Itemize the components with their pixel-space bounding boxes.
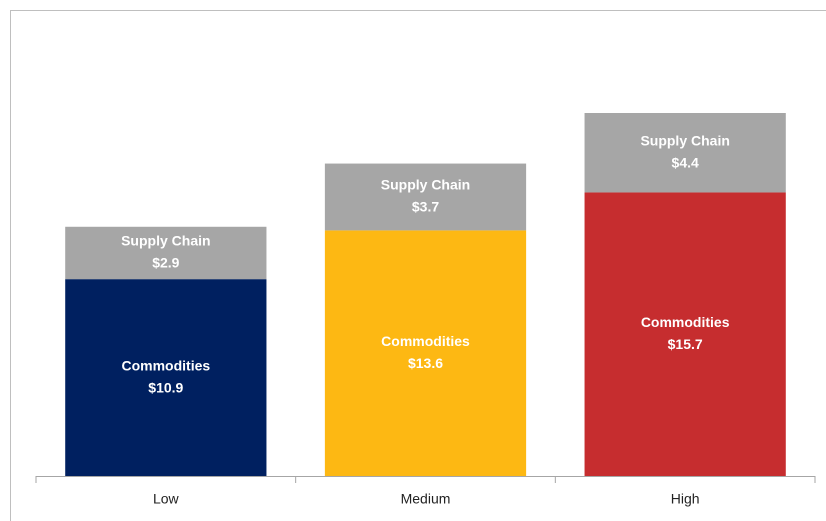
bar-segment: [324, 163, 527, 231]
segment-name: Supply Chain: [381, 177, 470, 193]
segment-name: Commodities: [641, 314, 730, 330]
value-label: $4.4: [672, 154, 699, 170]
segment-name: Supply Chain: [121, 233, 210, 249]
x-tick-label: Low: [153, 491, 180, 507]
segment-name: Commodities: [381, 333, 470, 349]
value-label: $15.7: [668, 336, 703, 352]
segment-name: Supply Chain: [640, 132, 729, 148]
segment-name: Commodities: [121, 357, 210, 373]
bar-segment: [584, 192, 786, 476]
bar-segment: [584, 113, 786, 193]
x-tick-label: High: [671, 491, 700, 507]
value-label: $10.9: [148, 379, 183, 395]
value-label: $13.6: [408, 355, 443, 371]
bar-segment: [324, 230, 527, 476]
bar-segment: [65, 226, 267, 280]
x-tick-label: Medium: [401, 491, 451, 507]
value-label: $2.9: [152, 255, 179, 271]
value-label: $3.7: [412, 199, 439, 215]
bar-segment: [65, 279, 267, 476]
